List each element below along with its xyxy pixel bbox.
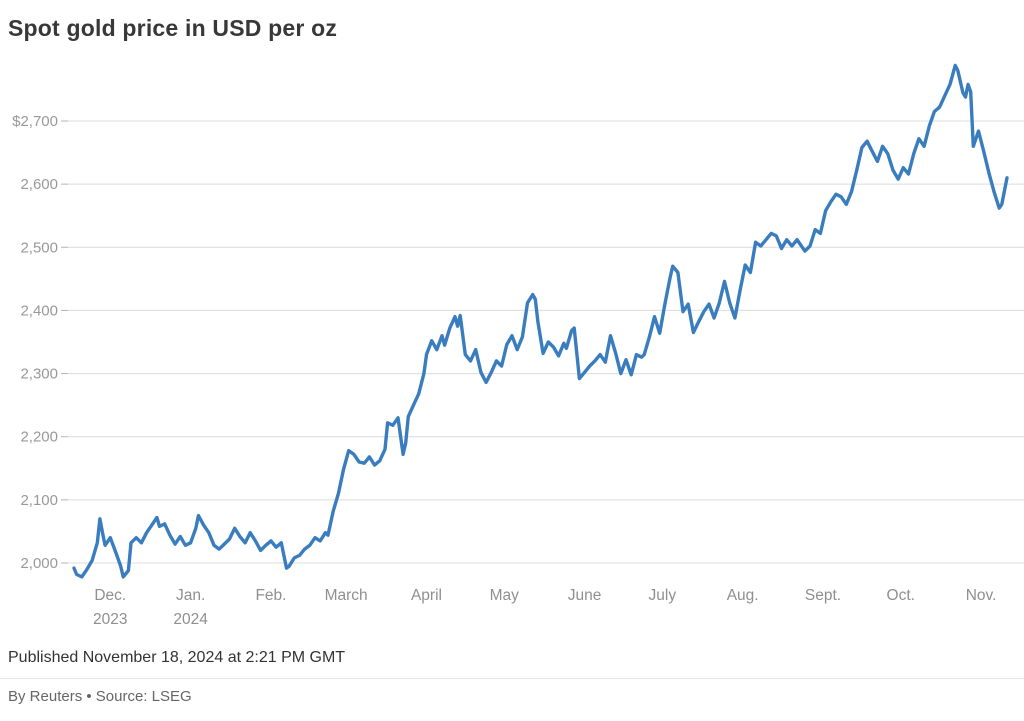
- x-tick-label: Feb.: [255, 587, 286, 604]
- x-tick-label: July: [649, 587, 677, 604]
- x-tick-label: Nov.: [966, 587, 997, 604]
- gold-price-line-chart: $2,700 2,600 2,500 2,400 2,300 2,200 2,100 2,00…: [12, 63, 1024, 628]
- x-tick-year-label: 2024: [173, 611, 208, 628]
- x-tick-label: March: [325, 587, 368, 604]
- chart-footer: Published November 18, 2024 at 2:21 PM G…: [0, 649, 1024, 705]
- y-tick-label: 2,300: [20, 366, 58, 383]
- x-tick-label: Sept.: [805, 587, 841, 604]
- x-tick-label: June: [568, 587, 602, 604]
- x-tick-label: Dec.: [94, 587, 126, 604]
- y-tick-label: 2,500: [20, 239, 58, 256]
- byline-source: By Reuters • Source: LSEG: [0, 678, 1024, 705]
- y-tick-label: 2,400: [20, 302, 58, 319]
- y-tick-label: 2,600: [20, 176, 58, 193]
- gold-price-chart-page: Spot gold price in USD per oz $2,700 2,60…: [0, 15, 1024, 705]
- chart-title: Spot gold price in USD per oz: [8, 15, 338, 41]
- x-tick-year-label: 2023: [93, 611, 127, 628]
- spot-gold-price-line: [72, 63, 1009, 579]
- y-tick-label: 2,100: [20, 492, 58, 509]
- x-tick-label: May: [490, 587, 520, 604]
- published-timestamp: Published November 18, 2024 at 2:21 PM G…: [8, 649, 346, 666]
- y-tick-label: 2,000: [20, 555, 58, 572]
- x-tick-label: Oct.: [887, 587, 915, 604]
- x-tick-label: April: [411, 587, 442, 604]
- x-tick-label: Jan.: [176, 587, 205, 604]
- y-tick-label: $2,700: [12, 113, 58, 130]
- x-tick-label: Aug.: [727, 587, 759, 604]
- y-tick-label: 2,200: [20, 429, 58, 446]
